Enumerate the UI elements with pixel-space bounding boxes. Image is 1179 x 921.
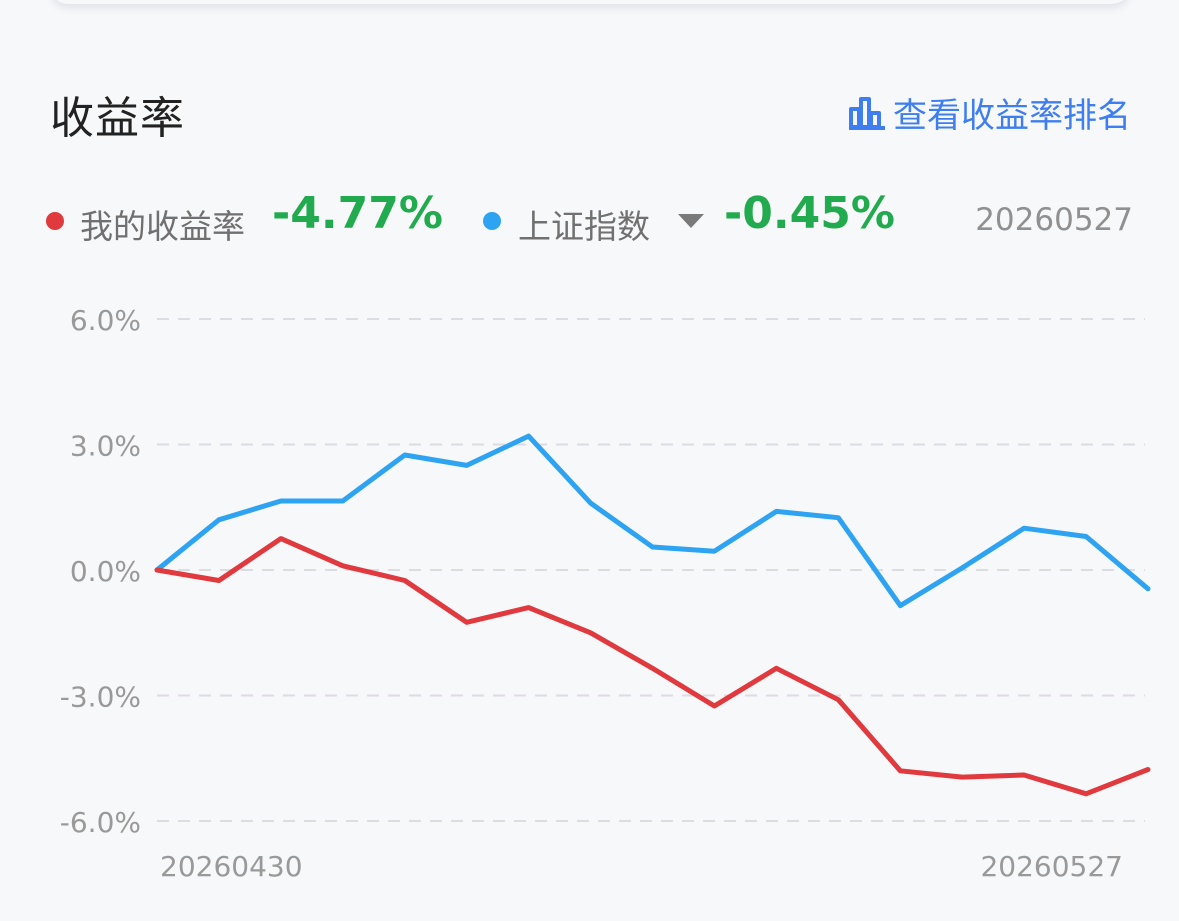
y-tick-label: -6.0% (60, 806, 141, 839)
my-return-line (154, 536, 1151, 797)
index-value: -0.45% (724, 188, 895, 239)
my-return-legend-label: 我的收益率 (80, 207, 245, 246)
x-tick-label: 20260527 (980, 850, 1123, 883)
page-title: 收益率 (50, 93, 185, 144)
index-legend-label[interactable]: 上证指数 (518, 207, 650, 246)
legend: 我的收益率 -4.77% 上证指数 -0.45% 20260527 (0, 188, 1179, 250)
index-line (154, 433, 1151, 609)
my-return-legend-dot (46, 212, 64, 230)
top-card-edge (50, 0, 1130, 4)
index-legend-dot (483, 212, 501, 230)
y-tick-label: 0.0% (70, 555, 141, 588)
view-ranking-link[interactable]: 查看收益率排名 (847, 88, 1131, 137)
selected-date: 20260527 (975, 202, 1133, 238)
y-tick-label: -3.0% (60, 681, 141, 714)
bar-chart-icon (849, 96, 885, 130)
y-tick-label: 3.0% (70, 430, 141, 463)
view-ranking-label: 查看收益率排名 (893, 96, 1131, 136)
y-tick-label: 6.0% (70, 304, 141, 337)
my-return-value: -4.77% (272, 188, 443, 239)
caret-down-icon[interactable] (678, 214, 704, 230)
x-tick-label: 20260430 (160, 850, 303, 883)
